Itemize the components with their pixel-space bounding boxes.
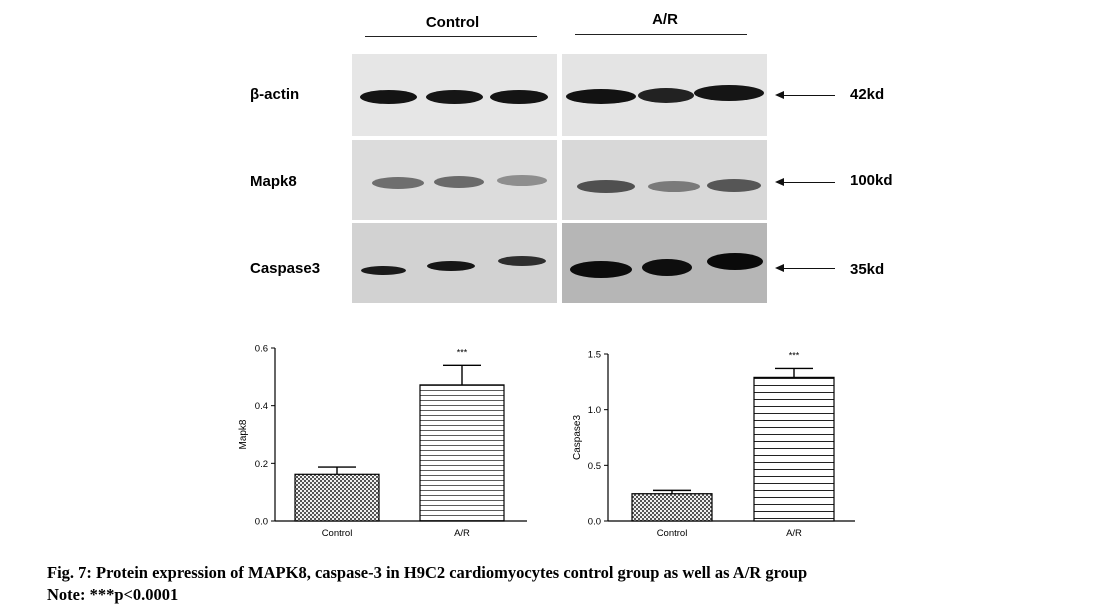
caspase3-y-tick-label: 1.0 [588,405,601,416]
group-label-control: Control [425,14,480,31]
kd-label-beta-actin: 42kd [850,86,885,103]
arrow-caspase3-icon [775,264,784,272]
row-label-caspase3: Caspase3 [250,260,321,277]
caspase3-bar-ar [753,376,835,522]
caspase3-y-tick-label: 0.5 [588,461,601,472]
caspase3-significance-label: *** [789,350,800,360]
caspase3-y-tick-label: 1.5 [588,350,601,361]
caspase3-bar-control [631,493,713,522]
arrow-line-caspase3 [782,268,835,269]
row-label-mapk8: Mapk8 [250,173,297,190]
mapk8-bar-ar [419,384,505,522]
mapk8-y-tick-label: 0.4 [255,401,268,412]
kd-label-mapk8: 100kd [850,172,893,189]
blot-mapk8-ar [562,140,767,220]
blot-mapk8-control [352,140,557,220]
mapk8-y-label: Mapk8 [238,419,249,449]
group-label-ar: A/R [652,11,678,28]
arrow-beta-actin-icon [775,91,784,99]
mapk8-bar-control [294,473,380,522]
arrow-mapk8-icon [775,178,784,186]
caspase3-x-tick-label: Control [657,528,688,539]
mapk8-x-tick-label: Control [322,528,353,539]
caspase3-x-tick-label: A/R [786,528,802,539]
figure-caption: Fig. 7: Protein expression of MAPK8, cas… [47,563,808,582]
blot-caspase3-control [352,223,557,303]
group-line-control [365,36,537,37]
blot-caspase3-ar [562,223,767,303]
mapk8-y-tick-label: 0.0 [255,517,268,528]
group-line-ar [575,34,747,35]
blot-beta-actin-ar [562,54,767,136]
mapk8-y-tick-label: 0.6 [255,344,268,355]
mapk8-y-tick-label: 0.2 [255,459,268,470]
blot-beta-actin-control [352,54,557,136]
mapk8-significance-label: *** [457,347,468,357]
mapk8-x-tick-label: A/R [454,528,470,539]
caspase3-y-label: Caspase3 [572,415,583,460]
row-label-beta-actin: β-actin [250,86,300,103]
arrow-line-beta-actin [782,95,835,96]
caspase3-y-tick-label: 0.0 [588,517,601,528]
arrow-line-mapk8 [782,182,835,183]
kd-label-caspase3: 35kd [850,261,885,278]
figure-note: Note: ***p<0.0001 [47,585,179,604]
